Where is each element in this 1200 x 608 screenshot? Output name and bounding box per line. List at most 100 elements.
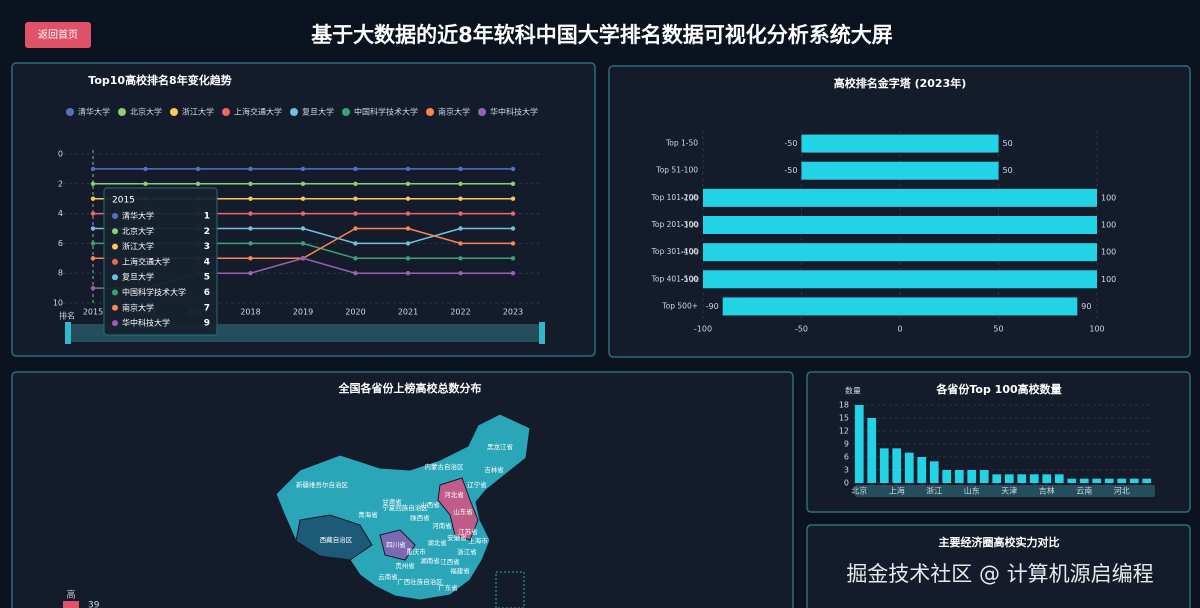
legend-swatch[interactable] xyxy=(222,108,230,116)
tooltip-value: 4 xyxy=(204,257,210,267)
data-point xyxy=(248,211,253,216)
bar xyxy=(1142,478,1152,483)
zoom-handle[interactable] xyxy=(65,322,71,344)
region-label: 甘肃省 xyxy=(382,497,402,506)
tooltip-name: 南京大学 xyxy=(122,302,154,312)
region-label: 山西省 xyxy=(420,500,440,509)
bar xyxy=(900,270,1097,289)
legend-swatch[interactable] xyxy=(170,108,178,116)
region-label: 上海市 xyxy=(468,536,488,545)
tooltip-value: 6 xyxy=(204,288,210,298)
x-tick-label: 2021 xyxy=(398,308,418,317)
bar xyxy=(900,188,1097,207)
y-axis-label: 数量 xyxy=(845,386,861,396)
data-point xyxy=(405,256,411,261)
x-tick-label: 0 xyxy=(897,325,902,334)
legend-label[interactable]: 上海交通大学 xyxy=(234,107,282,117)
y-tick-label: 6 xyxy=(58,239,63,248)
legend-swatch[interactable] xyxy=(290,108,298,116)
region-label: 贵州省 xyxy=(395,561,415,570)
zoom-slider[interactable] xyxy=(855,485,1155,497)
tooltip-swatch xyxy=(112,258,118,265)
legend-label[interactable]: 华中科技大学 xyxy=(490,107,538,117)
region-label: 西藏自治区 xyxy=(320,535,353,544)
map-region xyxy=(295,514,373,561)
data-point xyxy=(300,166,306,172)
bar xyxy=(967,470,977,483)
y-tick-label: 0 xyxy=(844,479,849,488)
panel-title: 主要经济圈高校实力对比 xyxy=(939,535,1060,549)
region-label: 广东省 xyxy=(438,583,458,592)
legend-swatch[interactable] xyxy=(426,108,434,116)
data-point xyxy=(248,226,253,231)
data-point xyxy=(353,166,358,172)
bar xyxy=(1042,474,1052,483)
tooltip-value: 9 xyxy=(204,319,210,329)
x-tick-label: 2023 xyxy=(503,308,523,317)
y-tick-label: 2 xyxy=(58,179,63,188)
zoom-handle[interactable] xyxy=(539,322,545,344)
y-tick-label: 12 xyxy=(839,427,849,436)
bar xyxy=(900,134,999,153)
legend-label[interactable]: 浙江大学 xyxy=(182,107,214,117)
region-label: 新疆维吾尔自治区 xyxy=(296,480,349,489)
bar xyxy=(1129,478,1139,483)
region-label: 云南省 xyxy=(378,572,398,581)
legend-label[interactable]: 南京大学 xyxy=(438,107,470,117)
tooltip xyxy=(103,187,218,336)
legend-label[interactable]: 复旦大学 xyxy=(302,107,334,117)
bar xyxy=(992,474,1002,483)
legend-label[interactable]: 北京大学 xyxy=(130,107,162,117)
data-point xyxy=(458,166,463,172)
data-point xyxy=(510,166,516,172)
data-point xyxy=(353,196,358,201)
region-label: 黑龙江省 xyxy=(487,442,514,451)
region-label: 青海省 xyxy=(358,510,378,519)
map-region xyxy=(437,477,479,541)
legend-label[interactable]: 中国科学技术大学 xyxy=(354,107,418,117)
data-label: -50 xyxy=(784,139,797,148)
x-tick-label: 云南 xyxy=(1076,486,1092,496)
region-label: 宁夏回族自治区 xyxy=(382,503,428,512)
y-tick-label: 10 xyxy=(53,299,63,308)
data-point xyxy=(353,241,358,246)
data-label: 100 xyxy=(1101,193,1116,202)
data-label: -100 xyxy=(681,193,699,202)
data-point xyxy=(353,181,358,186)
data-point xyxy=(300,241,306,246)
legend-swatch[interactable] xyxy=(342,108,350,116)
legend-swatch[interactable] xyxy=(478,108,486,116)
tooltip-name: 浙江大学 xyxy=(122,241,154,251)
x-tick-label: 吉林 xyxy=(1039,486,1055,496)
y-tick-label: 18 xyxy=(839,401,849,410)
map-region xyxy=(379,529,416,561)
data-point xyxy=(353,271,358,276)
bar xyxy=(801,161,900,180)
legend-label[interactable]: 清华大学 xyxy=(78,107,110,117)
data-point xyxy=(300,226,306,231)
bar xyxy=(722,297,900,316)
back-button-label[interactable]: 返回首页 xyxy=(38,28,78,41)
data-point xyxy=(195,166,201,172)
chart-title: 高校排名金字塔 (2023年) xyxy=(834,76,967,90)
data-point xyxy=(405,226,411,231)
legend-swatch[interactable] xyxy=(118,108,126,116)
tooltip-title: 2015 xyxy=(112,196,135,206)
data-point xyxy=(248,256,253,261)
tooltip-swatch xyxy=(112,243,118,250)
bar xyxy=(703,243,900,262)
data-point xyxy=(458,256,463,261)
y-tick-label: Top 301-400 xyxy=(651,247,699,256)
bar xyxy=(900,216,1097,234)
data-point xyxy=(510,181,516,186)
y-tick-label: Top 51-100 xyxy=(655,166,698,175)
region-label: 山东省 xyxy=(453,507,473,516)
data-label: 100 xyxy=(1101,275,1116,284)
y-tick-label: 9 xyxy=(844,440,849,449)
data-point xyxy=(353,226,358,231)
back-button[interactable] xyxy=(25,22,91,48)
panel xyxy=(806,371,1191,513)
legend-swatch[interactable] xyxy=(66,108,74,116)
bar xyxy=(1004,474,1014,483)
x-tick-label: 2015 xyxy=(83,308,103,317)
